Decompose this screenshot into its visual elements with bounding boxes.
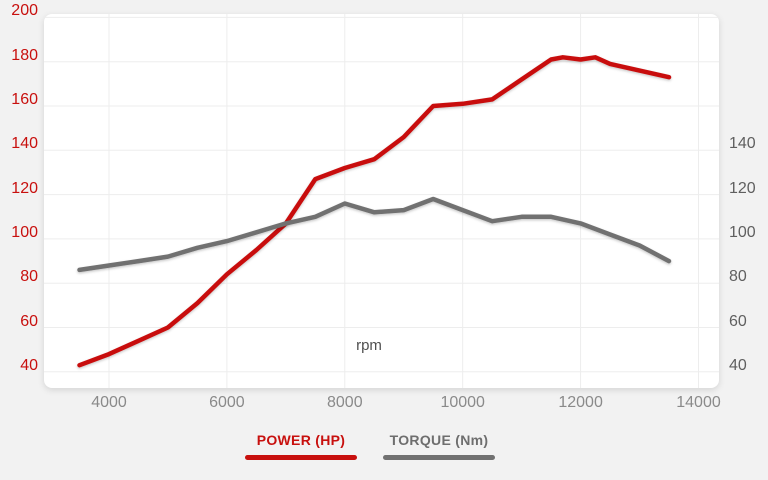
x-axis-title: rpm: [356, 337, 382, 354]
gridlines: [44, 14, 719, 388]
y-axis-left-tick: 200: [11, 2, 38, 20]
legend-label-power: POWER (HP): [256, 432, 346, 448]
chart-card: [44, 14, 719, 388]
legend-item-power: POWER (HP): [245, 432, 357, 460]
y-axis-left-tick: 80: [20, 268, 38, 286]
y-axis-left-tick: 160: [11, 91, 38, 108]
legend-swatch-power: [245, 455, 357, 460]
y-axis-left-tick: 140: [11, 135, 38, 153]
y-axis-left-tick: 120: [11, 179, 38, 197]
y-axis-right-tick: 120: [729, 179, 756, 197]
y-axis-right-tick: 140: [729, 135, 756, 153]
x-axis-tick: 10000: [440, 394, 485, 411]
y-axis-left-tick: 60: [20, 312, 38, 330]
legend: POWER (HP) TORQUE (Nm): [0, 432, 754, 460]
y-axis-right-tick: 100: [729, 223, 756, 241]
y-axis-left-tick: 40: [20, 356, 38, 374]
y-axis-right-tick: 60: [729, 312, 747, 330]
x-axis-tick: 6000: [209, 394, 245, 411]
y-axis-left-tick: 180: [11, 46, 38, 64]
power-line: [77, 55, 672, 368]
x-axis-tick: 14000: [676, 394, 721, 411]
y-axis-right-tick: 80: [729, 268, 747, 286]
torque-line: [77, 196, 672, 273]
legend-item-torque: TORQUE (Nm): [383, 432, 495, 460]
legend-swatch-torque: [383, 455, 495, 460]
y-axis-right-tick: 40: [729, 356, 747, 374]
x-axis-tick: 12000: [558, 394, 603, 411]
y-axis-left-tick: 100: [11, 223, 38, 241]
legend-label-torque: TORQUE (Nm): [389, 432, 489, 448]
x-axis-tick: 8000: [327, 394, 363, 411]
x-axis-tick: 4000: [91, 394, 127, 411]
